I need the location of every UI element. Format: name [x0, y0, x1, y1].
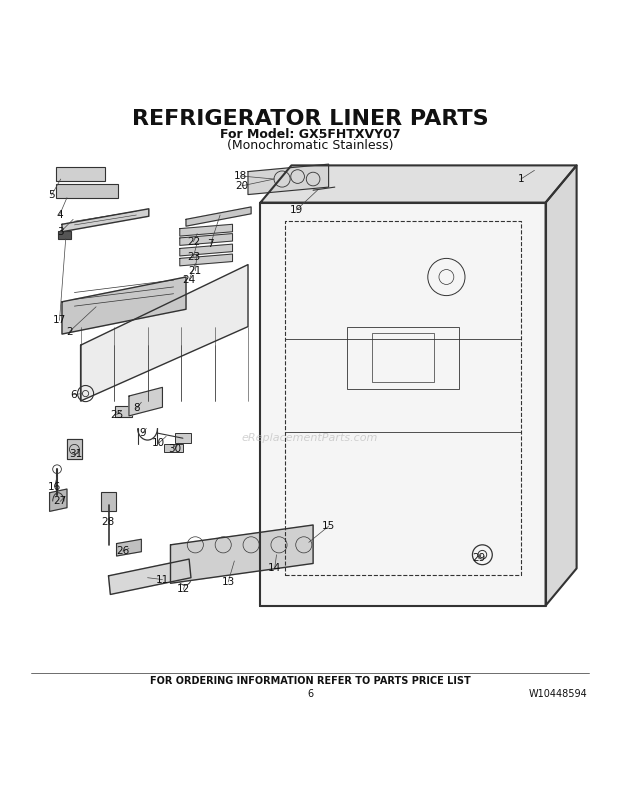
Polygon shape — [180, 254, 232, 265]
Polygon shape — [260, 165, 577, 203]
Text: 24: 24 — [182, 275, 196, 285]
Text: 15: 15 — [322, 521, 335, 531]
Bar — [175, 433, 191, 444]
Text: 16: 16 — [48, 481, 61, 492]
Text: 31: 31 — [69, 448, 83, 459]
Text: 26: 26 — [116, 546, 130, 556]
Polygon shape — [186, 207, 251, 226]
Text: FOR ORDERING INFORMATION REFER TO PARTS PRICE LIST: FOR ORDERING INFORMATION REFER TO PARTS … — [149, 676, 471, 687]
Polygon shape — [260, 203, 546, 606]
Text: 23: 23 — [187, 252, 200, 261]
Polygon shape — [108, 559, 191, 594]
Text: 19: 19 — [290, 205, 303, 215]
Text: 20: 20 — [235, 181, 249, 191]
Text: 30: 30 — [168, 444, 182, 455]
Text: 18: 18 — [234, 171, 247, 181]
Polygon shape — [180, 244, 232, 256]
Text: 3: 3 — [58, 227, 64, 237]
Bar — [164, 444, 183, 452]
Polygon shape — [180, 233, 232, 245]
Bar — [372, 333, 434, 383]
Text: (Monochromatic Stainless): (Monochromatic Stainless) — [227, 139, 393, 152]
Text: 11: 11 — [156, 574, 169, 585]
Polygon shape — [180, 225, 232, 236]
Polygon shape — [67, 439, 82, 460]
Text: 9: 9 — [140, 428, 146, 438]
Text: 6: 6 — [70, 390, 76, 400]
Text: 27: 27 — [53, 496, 67, 506]
Polygon shape — [81, 265, 248, 401]
Polygon shape — [546, 165, 577, 606]
Text: 14: 14 — [268, 563, 281, 573]
Text: 5: 5 — [48, 190, 55, 200]
Text: 28: 28 — [101, 517, 115, 527]
Polygon shape — [170, 525, 313, 583]
Bar — [58, 231, 71, 238]
Text: 29: 29 — [472, 553, 485, 564]
Text: 12: 12 — [177, 585, 190, 594]
Text: REFRIGERATOR LINER PARTS: REFRIGERATOR LINER PARTS — [131, 109, 489, 129]
Polygon shape — [248, 164, 329, 195]
Polygon shape — [62, 209, 149, 232]
Polygon shape — [50, 489, 67, 512]
Text: 7: 7 — [208, 238, 214, 249]
Bar — [115, 406, 132, 417]
Bar — [347, 326, 459, 389]
Text: 22: 22 — [187, 237, 200, 247]
Text: 17: 17 — [53, 315, 66, 326]
Text: 10: 10 — [152, 438, 166, 448]
Text: 4: 4 — [56, 210, 63, 220]
Bar — [56, 184, 118, 197]
Text: W10448594: W10448594 — [529, 689, 587, 699]
Text: 6: 6 — [307, 689, 313, 699]
Text: 25: 25 — [110, 410, 123, 419]
Polygon shape — [129, 387, 162, 416]
Text: eReplacementParts.com: eReplacementParts.com — [242, 433, 378, 444]
Polygon shape — [62, 277, 186, 334]
Text: 8: 8 — [133, 403, 140, 414]
Text: 2: 2 — [66, 326, 73, 337]
Text: 13: 13 — [221, 577, 235, 587]
Text: For Model: GX5FHTXVY07: For Model: GX5FHTXVY07 — [219, 128, 401, 141]
Bar — [101, 492, 116, 512]
Polygon shape — [117, 539, 141, 556]
Bar — [56, 168, 105, 181]
Text: 1: 1 — [518, 174, 524, 184]
Text: 21: 21 — [188, 265, 202, 276]
